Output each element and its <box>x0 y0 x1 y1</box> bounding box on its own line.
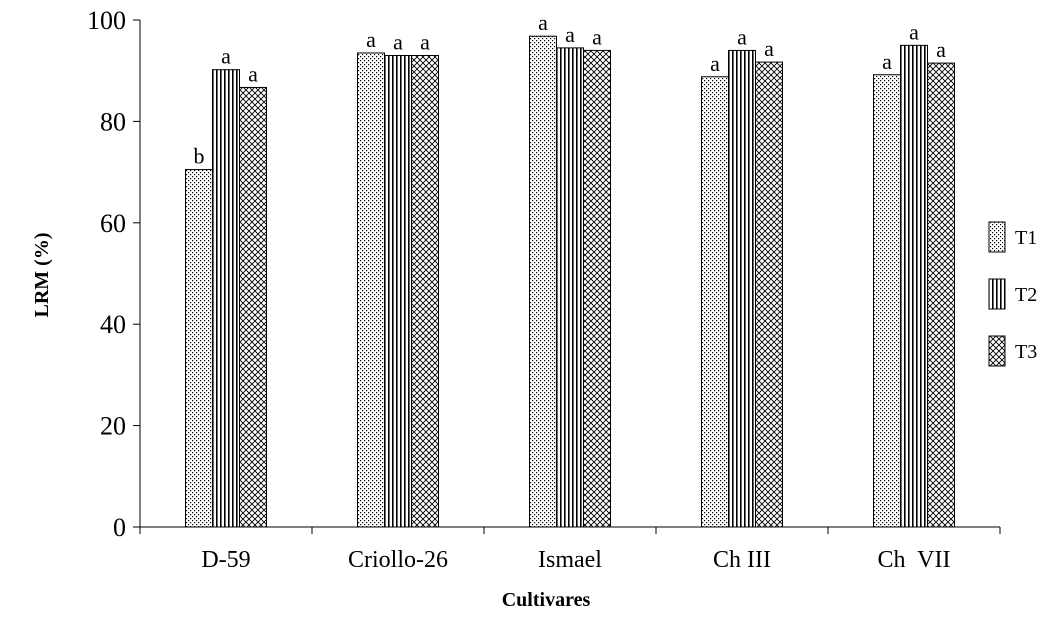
legend-label: T3 <box>1015 341 1037 363</box>
significance-letter: a <box>366 27 376 52</box>
category-label: Ch III <box>713 547 771 573</box>
bar-t2 <box>212 69 240 528</box>
category-label: Criollo-26 <box>348 547 448 573</box>
bar-t3 <box>411 54 439 528</box>
significance-letter: a <box>936 37 946 62</box>
significance-letter: a <box>882 49 892 74</box>
significance-letter: a <box>393 29 403 54</box>
significance-letter: b <box>194 144 205 169</box>
bar-t3 <box>583 49 611 528</box>
bar-t1 <box>873 74 901 528</box>
category-label: D-59 <box>201 547 250 573</box>
legend-swatch-t2 <box>988 278 1006 310</box>
significance-letter: a <box>248 61 258 86</box>
bar-t1 <box>529 35 557 528</box>
bar-t1 <box>185 169 213 528</box>
significance-letter: a <box>538 10 548 35</box>
bar-t2 <box>728 49 756 528</box>
significance-letter: a <box>737 24 747 49</box>
bar-t3 <box>927 62 955 528</box>
legend-label: T1 <box>1015 227 1037 249</box>
bar-t3 <box>755 61 783 528</box>
significance-letter: a <box>420 29 430 54</box>
bar-t3 <box>239 86 267 528</box>
bar-t2 <box>384 54 412 528</box>
y-tick-label: 40 <box>100 310 126 339</box>
category-label: Ch VII <box>878 547 951 573</box>
significance-letter: a <box>909 19 919 44</box>
y-tick-label: 100 <box>87 6 126 35</box>
legend-swatch-t1 <box>988 221 1006 253</box>
bar-t2 <box>556 47 584 528</box>
category-label: Ismael <box>538 547 602 573</box>
significance-letter: a <box>221 44 231 69</box>
legend-label: T2 <box>1015 284 1037 306</box>
y-tick-label: 60 <box>100 209 126 238</box>
y-tick-label: 0 <box>113 513 126 542</box>
y-tick-label: 80 <box>100 107 126 136</box>
bar-t1 <box>357 52 385 528</box>
y-axis: 0 20 40 60 80 100 <box>87 6 141 542</box>
bar-t2 <box>900 44 928 528</box>
significance-letter: a <box>764 36 774 61</box>
bar-t1 <box>701 76 729 528</box>
x-axis-title: Cultivares <box>502 589 591 611</box>
significance-letter: a <box>710 51 720 76</box>
legend: T1 T2 T3 <box>988 221 1037 367</box>
legend-swatch-t3 <box>988 335 1006 367</box>
significance-letter: a <box>592 24 602 49</box>
y-axis-title: LRM (%) <box>31 233 53 318</box>
x-axis: D-59 Criollo-26 Ismael Ch III Ch VII <box>139 526 1001 573</box>
significance-letter: a <box>565 22 575 47</box>
y-tick-label: 20 <box>100 412 126 441</box>
